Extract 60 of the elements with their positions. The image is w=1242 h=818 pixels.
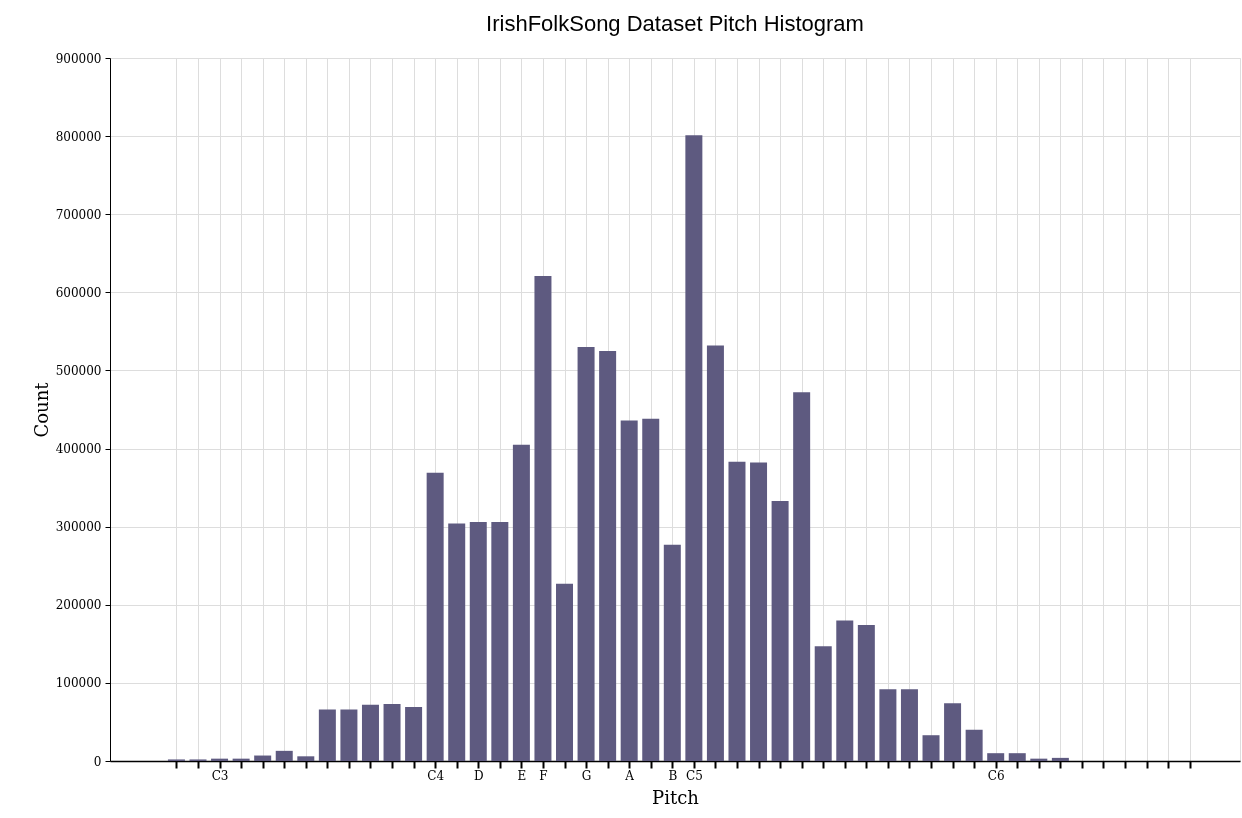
- bar: [491, 521, 509, 761]
- bar: [987, 753, 1005, 761]
- y-tick-label: 700000: [55, 207, 102, 222]
- y-tick-label: 200000: [55, 598, 102, 613]
- bar: [900, 689, 918, 761]
- bar: [426, 472, 444, 761]
- y-axis-title: Count: [30, 381, 52, 438]
- y-tick-label: 900000: [55, 51, 102, 66]
- x-tick-label: D: [473, 768, 484, 783]
- y-tick-label: 0: [93, 754, 102, 769]
- bar: [512, 444, 530, 761]
- bar: [728, 461, 746, 761]
- y-tick-label: 100000: [55, 676, 102, 691]
- chart-title: IrishFolkSong Dataset Pitch Histogram: [486, 11, 864, 36]
- bar: [297, 756, 315, 761]
- x-tick-label: F: [539, 768, 548, 783]
- x-tick-label: A: [624, 768, 635, 783]
- bar: [620, 420, 638, 761]
- bar: [318, 709, 336, 761]
- bar: [577, 347, 595, 761]
- y-tick-label: 600000: [55, 285, 102, 300]
- x-tick-label: E: [517, 768, 527, 783]
- bar: [836, 620, 854, 761]
- bar: [793, 392, 811, 761]
- bar: [685, 135, 703, 761]
- x-tick-label: B: [668, 768, 678, 783]
- y-tick-label: 400000: [55, 442, 102, 457]
- bar: [706, 345, 724, 761]
- bar: [340, 709, 358, 761]
- x-axis-title: Pitch: [652, 786, 700, 808]
- bar: [534, 275, 552, 761]
- x-tick-label: G: [581, 768, 592, 783]
- bar: [556, 583, 574, 761]
- bar: [814, 646, 832, 761]
- x-tick-label: C4: [427, 768, 445, 783]
- bar: [599, 350, 617, 761]
- bar: [383, 703, 401, 761]
- bar: [642, 418, 660, 761]
- bar: [469, 521, 487, 761]
- bar: [1008, 753, 1026, 761]
- x-tick-label: C3: [211, 768, 229, 783]
- x-tick-label: C5: [685, 768, 703, 783]
- y-tick-label: 500000: [55, 363, 102, 378]
- y-tick-label: 800000: [55, 129, 102, 144]
- bar: [448, 523, 466, 761]
- bar: [275, 750, 293, 761]
- bar: [944, 703, 962, 761]
- y-tick-label: 300000: [55, 520, 102, 535]
- bar: [922, 735, 940, 761]
- bar: [857, 625, 875, 761]
- x-tick-label: C6: [987, 768, 1005, 783]
- bar: [254, 755, 272, 761]
- bar: [405, 707, 423, 761]
- bar: [771, 500, 789, 761]
- bar: [879, 689, 897, 761]
- bar: [361, 704, 379, 761]
- bar: [750, 462, 768, 761]
- bar: [663, 544, 681, 761]
- bar: [1051, 757, 1069, 761]
- bar: [965, 729, 983, 761]
